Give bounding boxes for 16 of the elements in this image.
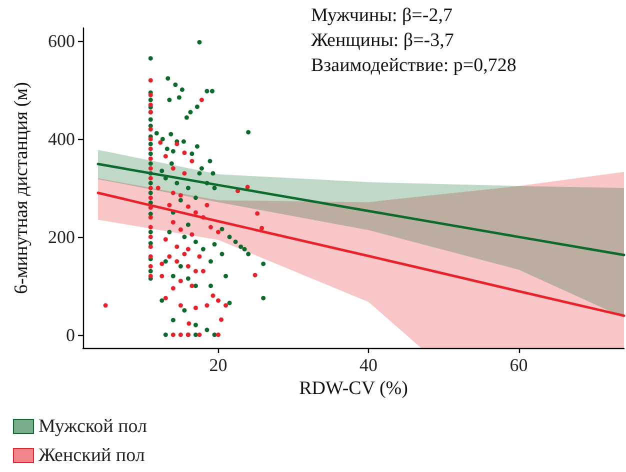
- x-axis-title: RDW-CV (%): [299, 378, 408, 399]
- y-tick-label: 0: [66, 324, 75, 345]
- x-tick-label: 40: [360, 355, 378, 375]
- y-axis-title: 6-минутная дистанция (м): [11, 82, 32, 294]
- y-tick-label: 200: [48, 226, 75, 247]
- line-series: [96, 192, 626, 317]
- annotation: Женщины: β=-3,7: [311, 30, 454, 51]
- x-tick-label: 60: [510, 355, 528, 375]
- legend-label: Мужской пол: [38, 416, 148, 437]
- text: Мужчины: β=-2,7: [311, 5, 452, 26]
- legend-label: Женский пол: [38, 445, 146, 466]
- x-tick-label: 20: [209, 355, 228, 375]
- line-series: [96, 162, 626, 256]
- y-tick-label: 400: [48, 129, 75, 150]
- annotation: Взаимодействие: p=0,728: [311, 55, 516, 76]
- y-tick-label: 600: [48, 31, 75, 52]
